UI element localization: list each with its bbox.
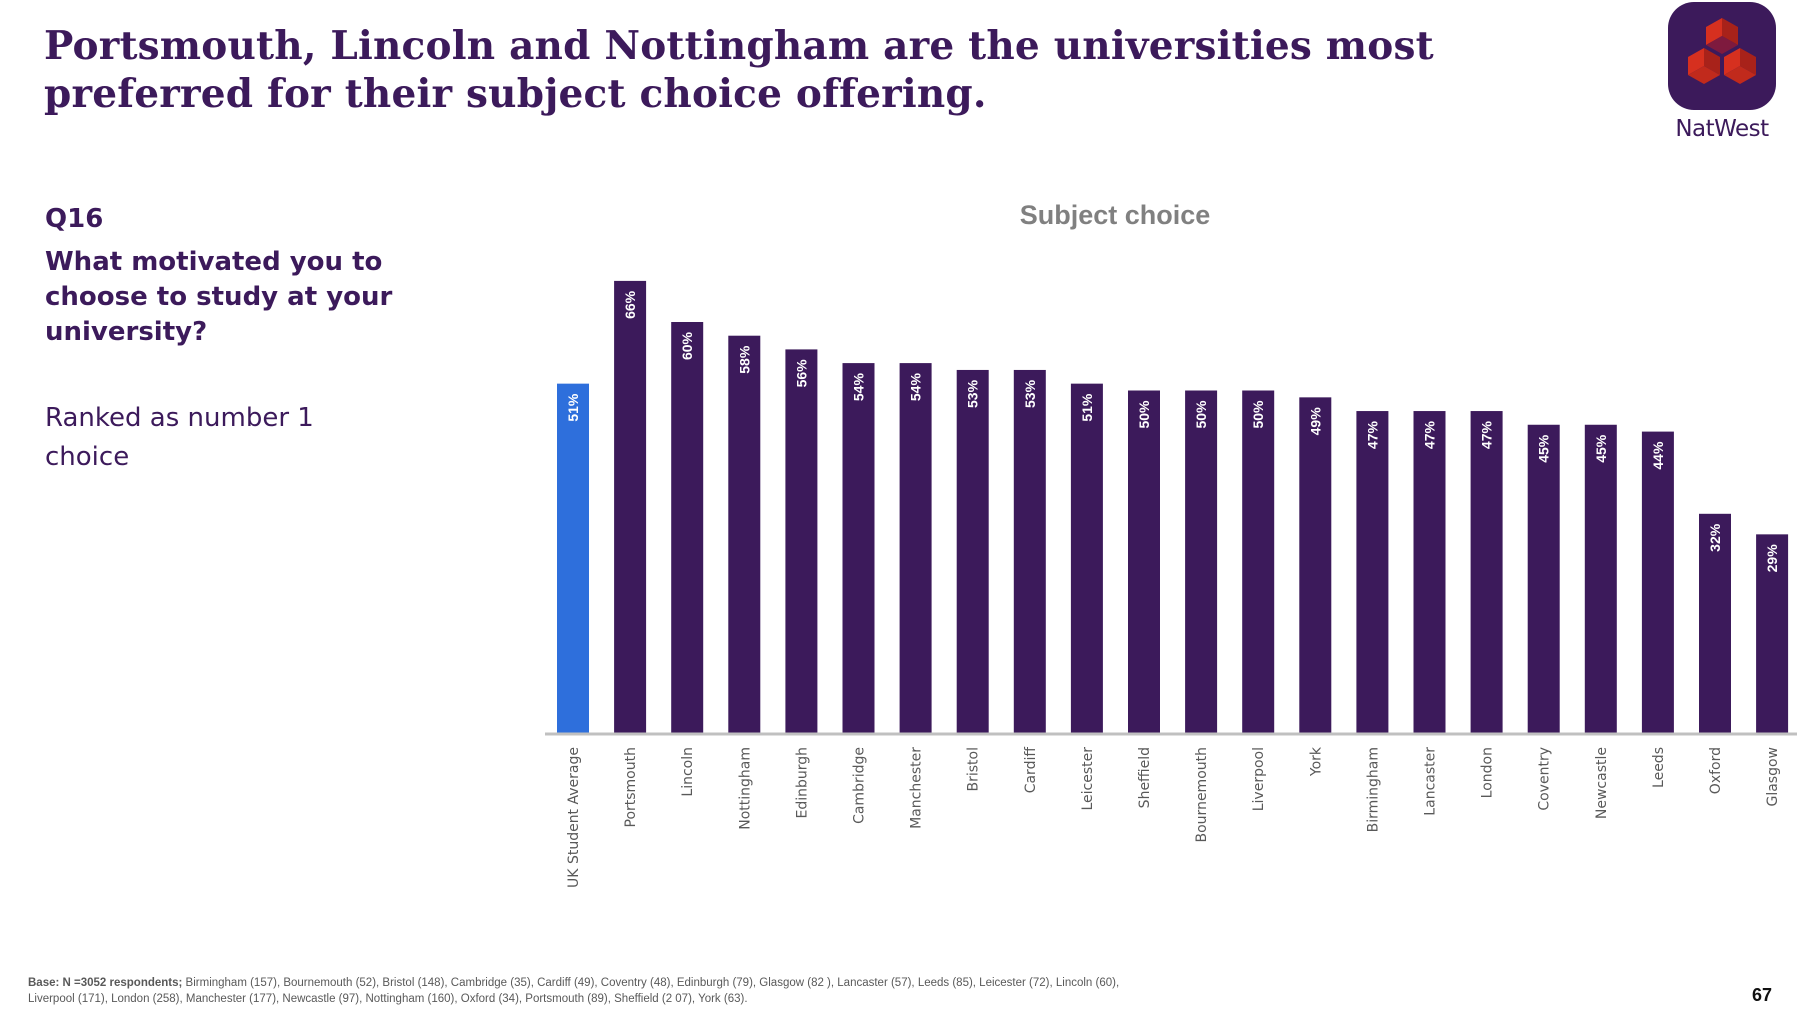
category-label-lincoln: Lincoln [680, 747, 696, 797]
natwest-logo [1668, 2, 1776, 110]
brand-name: NatWest [1675, 116, 1769, 142]
footnote-base-rest: Birmingham (157), Bournemouth (52), Bris… [182, 977, 1120, 989]
bar-oxford [1699, 513, 1731, 733]
bar-sheffield [1128, 390, 1160, 733]
footnote: Base: N =3052 respondents; Birmingham (1… [28, 975, 1328, 1007]
data-label-newcastle: 45% [1593, 434, 1609, 463]
footnote-line2: Liverpool (171), London (258), Mancheste… [28, 993, 748, 1005]
question-text: What motivated you to choose to study at… [45, 247, 393, 347]
bar-chart: 51% UK Student Average 66% Portsmouth 60% Lin… [545, 280, 1797, 888]
bar-london [1470, 411, 1503, 733]
category-label-uk-student-average: UK Student Average [566, 747, 582, 888]
bar-cardiff [1013, 369, 1046, 733]
bar-leicester [1070, 383, 1103, 733]
data-label-bristol: 53% [965, 379, 981, 408]
data-label-cardiff: 53% [1022, 379, 1038, 408]
category-label-portsmouth: Portsmouth [623, 747, 639, 828]
bar-portsmouth [614, 280, 647, 733]
category-label-glasgow: Glasgow [1765, 747, 1781, 807]
bar-nottingham [728, 335, 761, 733]
category-label-manchester: Manchester [909, 747, 925, 829]
data-label-manchester: 54% [908, 373, 924, 402]
bar-glasgow [1756, 534, 1789, 733]
category-label-leicester: Leicester [1080, 747, 1096, 811]
data-label-coventry: 45% [1536, 434, 1552, 463]
question-subtext: Ranked as number 1 choice [45, 403, 314, 472]
chart-title: Subject choice [1019, 200, 1211, 230]
data-label-birmingham: 47% [1364, 421, 1380, 450]
bar-cambridge [842, 363, 875, 733]
question-number: Q16 [45, 204, 104, 234]
data-label-liverpool: 50% [1250, 400, 1266, 429]
page-number: 67 [1752, 985, 1773, 1005]
bar-uk-student-average [557, 383, 589, 733]
category-label-liverpool: Liverpool [1251, 747, 1267, 811]
data-label-oxford: 32% [1707, 523, 1723, 552]
data-label-sheffield: 50% [1136, 400, 1152, 429]
bar-edinburgh [785, 349, 818, 733]
category-label-sheffield: Sheffield [1137, 747, 1153, 808]
natwest-cubes-icon [1688, 18, 1756, 84]
data-label-leeds: 44% [1650, 441, 1666, 470]
data-label-lancaster: 47% [1422, 421, 1438, 450]
bar-bristol [956, 369, 989, 733]
category-label-bournemouth: Bournemouth [1194, 747, 1210, 842]
category-label-birmingham: Birmingham [1365, 747, 1381, 832]
data-label-nottingham: 58% [736, 345, 752, 374]
data-label-london: 47% [1479, 421, 1495, 450]
bar-coventry [1527, 424, 1560, 733]
bar-york [1299, 397, 1332, 733]
bar-lincoln [671, 322, 704, 733]
category-label-nottingham: Nottingham [737, 747, 753, 830]
category-label-cardiff: Cardiff [1023, 747, 1039, 794]
category-label-bristol: Bristol [966, 747, 982, 792]
bar-birmingham [1356, 411, 1389, 733]
category-label-oxford: Oxford [1708, 747, 1724, 794]
data-label-cambridge: 54% [851, 373, 867, 402]
data-label-portsmouth: 66% [622, 290, 638, 319]
data-label-glasgow: 29% [1764, 544, 1780, 573]
category-label-london: London [1480, 747, 1496, 798]
category-label-newcastle: Newcastle [1594, 747, 1610, 819]
category-label-york: York [1308, 746, 1324, 777]
footnote-base-bold: Base: N =3052 respondents; [28, 977, 183, 989]
bar-newcastle [1584, 424, 1617, 733]
data-label-lincoln: 60% [679, 331, 695, 360]
bar-lancaster [1413, 411, 1446, 733]
data-label-edinburgh: 56% [793, 359, 809, 388]
data-label-bournemouth: 50% [1193, 400, 1209, 429]
bar-bournemouth [1185, 390, 1218, 733]
bar-liverpool [1242, 390, 1275, 733]
category-label-edinburgh: Edinburgh [794, 747, 810, 819]
category-label-cambridge: Cambridge [852, 747, 868, 824]
category-label-lancaster: Lancaster [1423, 747, 1439, 816]
bar-leeds [1641, 431, 1674, 733]
category-label-leeds: Leeds [1651, 747, 1667, 788]
data-label-uk-student-average: 51% [565, 393, 581, 422]
slide-headline: Portsmouth, Lincoln and Nottingham are t… [44, 23, 1434, 117]
data-label-york: 49% [1307, 407, 1323, 436]
bar-manchester [899, 363, 932, 733]
category-label-coventry: Coventry [1537, 747, 1553, 811]
data-label-leicester: 51% [1079, 393, 1095, 422]
